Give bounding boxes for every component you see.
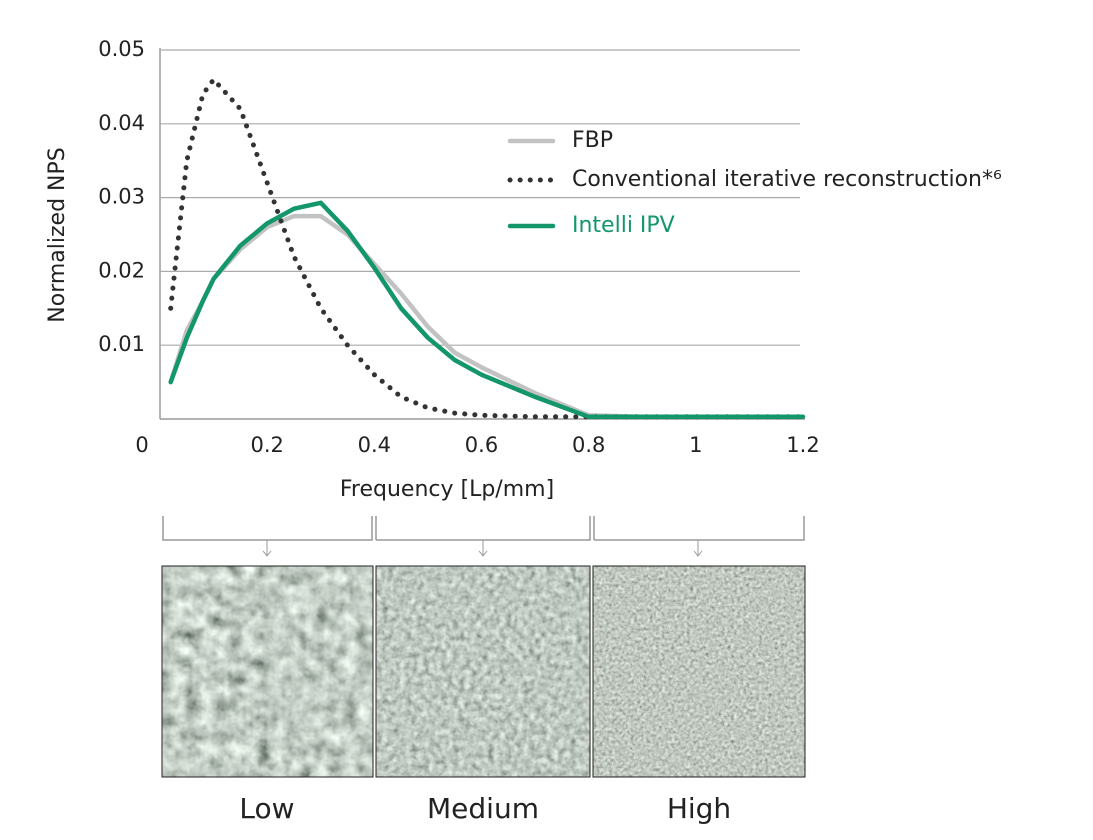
y-tick-label: 0.01 bbox=[98, 332, 145, 356]
series-line bbox=[168, 213, 806, 420]
x-tick-label: 0.8 bbox=[572, 433, 605, 457]
x-tick-label: 0.6 bbox=[465, 433, 498, 457]
x-tick-label: 1.2 bbox=[786, 433, 819, 457]
legend-label: FBP bbox=[572, 128, 613, 153]
legend-label: Conventional iterative reconstruction*⁶ bbox=[572, 167, 1002, 192]
legend-label: Intelli IPV bbox=[572, 213, 675, 238]
panel-label: Low bbox=[239, 792, 294, 825]
image-frame bbox=[161, 565, 374, 778]
panel-label: Medium bbox=[427, 792, 539, 825]
image-frame bbox=[375, 565, 591, 778]
y-axis-title: Normalized NPS bbox=[45, 147, 70, 322]
x-tick-label: 0 bbox=[135, 433, 148, 457]
bracket bbox=[162, 516, 805, 541]
y-tick-label: 0.04 bbox=[98, 111, 145, 135]
y-tick-label: 0.05 bbox=[98, 37, 145, 61]
series-line bbox=[168, 200, 806, 420]
noise-image bbox=[161, 565, 374, 778]
panel-label: High bbox=[667, 792, 731, 825]
series-line bbox=[168, 77, 806, 420]
x-axis-title: Frequency [Lp/mm] bbox=[340, 477, 554, 502]
x-tick-label: 1 bbox=[689, 433, 702, 457]
noise-image bbox=[593, 566, 805, 777]
arrow bbox=[262, 540, 703, 557]
image-frame bbox=[592, 565, 806, 778]
x-tick-label: 0.2 bbox=[250, 433, 283, 457]
brackets bbox=[162, 516, 805, 557]
y-tick-label: 0.03 bbox=[98, 185, 145, 209]
y-tick-label: 0.02 bbox=[98, 258, 145, 282]
x-tick-label: 0.4 bbox=[358, 433, 391, 457]
noise-image bbox=[376, 566, 590, 777]
